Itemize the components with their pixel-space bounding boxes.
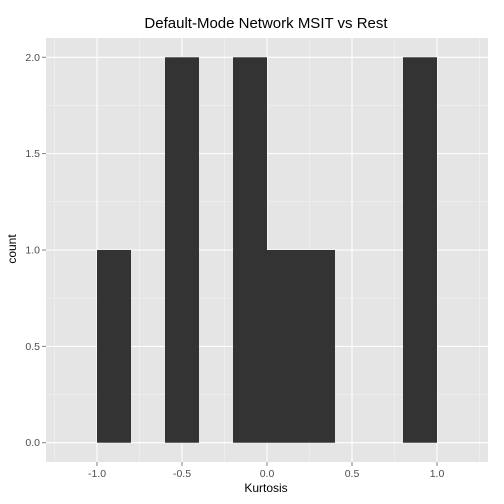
y-axis-title: count bbox=[5, 234, 19, 264]
y-tick-label: 0.5 bbox=[25, 341, 40, 353]
x-tick-label: -1.0 bbox=[88, 468, 106, 480]
histogram-bar bbox=[403, 57, 437, 443]
x-tick-label: 1.0 bbox=[430, 468, 445, 480]
y-axis-ticks: 0.0 0.5 1.0 1.5 2.0 bbox=[25, 52, 46, 449]
y-tick-label: 2.0 bbox=[25, 52, 40, 64]
y-tick-label: 0.0 bbox=[25, 437, 40, 449]
histogram-bar bbox=[233, 57, 267, 443]
x-axis-title: Kurtosis bbox=[244, 481, 287, 495]
histogram-bars bbox=[97, 57, 437, 443]
histogram-bar bbox=[267, 250, 301, 443]
histogram-bar bbox=[165, 57, 199, 443]
y-tick-label: 1.5 bbox=[25, 148, 40, 160]
y-tick-label: 1.0 bbox=[25, 245, 40, 257]
x-tick-label: 0.0 bbox=[260, 468, 275, 480]
chart-title: Default-Mode Network MSIT vs Rest bbox=[144, 15, 388, 32]
x-tick-label: 0.5 bbox=[345, 468, 360, 480]
histogram-bar bbox=[97, 250, 131, 443]
x-axis-ticks: -1.0 -0.5 0.0 0.5 1.0 bbox=[88, 462, 444, 480]
x-tick-label: -0.5 bbox=[173, 468, 191, 480]
histogram-bar bbox=[301, 250, 335, 443]
